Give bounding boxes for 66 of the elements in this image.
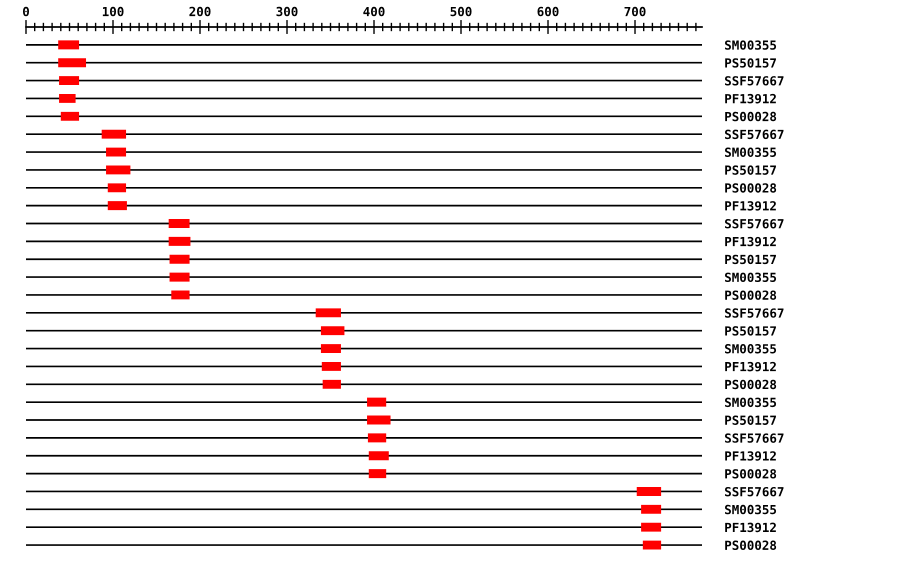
bar [642,540,662,550]
bar [322,380,341,389]
y-tick-label: PF13912 [725,94,776,104]
bar [322,362,341,371]
bar [168,219,190,228]
y-tick-label: PS50157 [725,326,776,336]
y-tick-label: PF13912 [725,236,776,246]
bar [368,469,386,478]
bar [368,433,386,442]
y-tick-label: SSF57667 [725,130,784,140]
x-tick-label: 200 [189,6,211,16]
x-tick-label: 400 [363,6,385,16]
y-tick-label: SM00355 [725,344,776,354]
x-tick-label: 700 [624,6,646,16]
y-tick-label: PS00028 [725,380,776,390]
y-tick-label: PS50157 [725,254,776,264]
bar [170,272,190,282]
x-tick-label: 600 [538,6,559,16]
bar [320,344,341,354]
bar [170,254,190,264]
y-tick-label: SSF57667 [725,218,784,228]
bar [368,451,389,460]
y-tick-label: PS50157 [725,415,776,425]
bar [171,290,190,300]
bar [636,487,662,496]
y-tick-label: PF13912 [725,522,776,532]
x-tick-label: 300 [276,6,298,16]
y-tick-label: SSF57667 [725,433,784,443]
y-tick-label: PS00028 [725,540,776,550]
x-tick-label: 0 [22,6,30,16]
bar [59,76,80,86]
y-tick-label: SM00355 [725,504,776,514]
bar [641,522,662,532]
bar [106,148,126,157]
y-tick-label: SM00355 [725,148,776,157]
bar [108,201,127,210]
y-tick-label: PF13912 [725,362,776,372]
y-tick-label: PS00028 [725,112,776,122]
bar [59,94,76,103]
y-tick-label: PS00028 [725,290,776,300]
bar [60,112,80,121]
bar [367,398,386,407]
y-tick-label: PF13912 [725,451,776,461]
y-tick-label: SSF57667 [725,308,784,318]
bar [108,183,126,192]
bar [58,58,86,68]
bar [641,504,662,514]
bar [367,416,391,424]
y-tick-label: SM00355 [725,40,776,50]
y-tick-label: PS00028 [725,183,776,193]
bar [106,165,130,174]
bar [102,130,126,139]
bar [168,236,190,246]
y-tick-label: PF13912 [725,201,776,211]
y-tick-label: PS50157 [725,165,776,175]
y-tick-label: SM00355 [725,272,776,282]
x-tick-label: 100 [102,6,124,16]
bar [316,308,341,318]
bar [58,40,80,50]
y-tick-label: SSF57667 [725,486,784,496]
y-tick-label: SSF57667 [725,76,784,86]
y-tick-label: PS00028 [725,469,776,479]
y-tick-label: PS50157 [725,58,776,68]
y-tick-label: SM00355 [725,398,776,408]
bar [320,326,344,336]
x-tick-label: 500 [450,6,472,16]
